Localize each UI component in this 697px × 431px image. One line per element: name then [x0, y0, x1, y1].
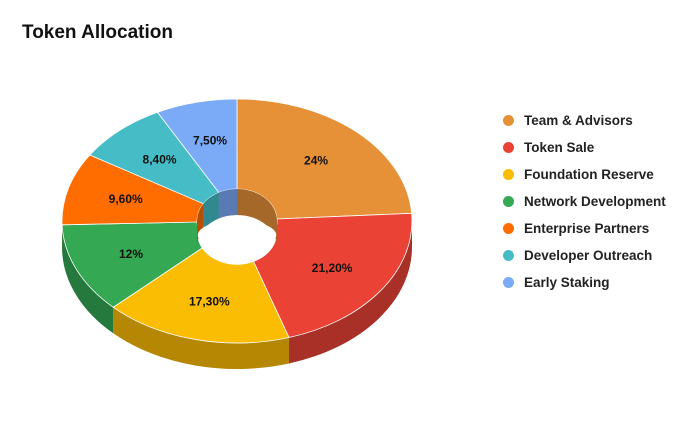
legend-swatch — [503, 169, 514, 180]
slice-value-label-3: 12% — [119, 247, 143, 261]
legend-item-2: Foundation Reserve — [503, 161, 666, 188]
pie-hole-floor — [197, 219, 277, 251]
legend-label: Network Development — [524, 194, 666, 209]
pie-hole-wall-5-1 — [203, 192, 219, 230]
legend-swatch — [503, 196, 514, 207]
pie-side-1 — [288, 221, 412, 364]
legend-item-1: Token Sale — [503, 134, 666, 161]
legend-label: Developer Outreach — [524, 248, 653, 263]
legend-item-5: Developer Outreach — [503, 242, 666, 269]
pie-hole-walls-visible — [197, 189, 277, 247]
slice-value-label-2: 17,30% — [189, 295, 230, 309]
pie-side-3 — [62, 224, 114, 334]
pie-side-2 — [113, 307, 289, 369]
legend-label: Foundation Reserve — [524, 167, 654, 182]
chart-legend: Team & Advisors Token Sale Foundation Rese… — [503, 107, 666, 296]
pie-hole-wall-6-1 — [218, 189, 237, 219]
slice-value-label-5: 8,40% — [143, 152, 177, 166]
legend-swatch — [503, 277, 514, 288]
legend-label: Enterprise Partners — [524, 221, 650, 236]
slice-value-label-6: 7,50% — [193, 133, 227, 147]
legend-label: Early Staking — [524, 275, 610, 290]
legend-item-6: Early Staking — [503, 269, 666, 296]
pie-labels: 24% 21,20% 17,30% 12% 9,60% 8,40% 7,50% — [109, 133, 353, 308]
slice-value-label-1: 21,20% — [312, 261, 353, 275]
legend-item-0: Team & Advisors — [503, 107, 666, 134]
legend-item-3: Network Development — [503, 188, 666, 215]
chart-title: Token Allocation — [22, 22, 173, 43]
legend-swatch — [503, 142, 514, 153]
legend-item-4: Enterprise Partners — [503, 215, 666, 242]
legend-swatch — [503, 250, 514, 261]
pie-slices — [61, 98, 413, 344]
legend-swatch — [503, 115, 514, 126]
legend-label: Team & Advisors — [524, 113, 633, 128]
pie-hole-wall-0-0 — [237, 189, 277, 245]
slice-value-label-0: 24% — [304, 153, 328, 167]
legend-swatch — [503, 223, 514, 234]
slice-value-label-4: 9,60% — [109, 192, 143, 206]
legend-label: Token Sale — [524, 140, 595, 155]
